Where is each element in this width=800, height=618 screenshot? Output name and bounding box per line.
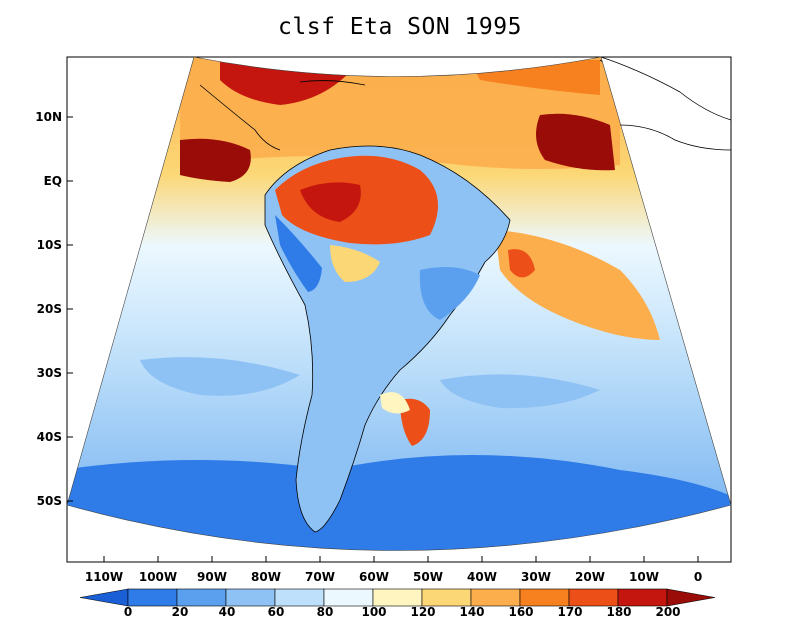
colorbar-tick-label: 20 (172, 605, 189, 618)
colorbar-tick-label: 60 (268, 605, 285, 618)
colorbar-swatch (372, 588, 423, 607)
colorbar-swatch (274, 588, 325, 607)
lon-label: 50W (413, 570, 443, 584)
lat-label: 40S (37, 430, 62, 444)
lon-label: 30W (521, 570, 551, 584)
colorbar-tick-label: 120 (410, 605, 435, 618)
lat-label: 50S (37, 494, 62, 508)
colorbar-swatch (617, 588, 668, 607)
map-title: clsf Eta SON 1995 (278, 14, 522, 40)
lat-label: 10S (37, 238, 62, 252)
lon-label: 110W (85, 570, 123, 584)
colorbar-swatch (127, 588, 178, 607)
lon-label: 70W (305, 570, 335, 584)
colorbar-swatch (519, 588, 570, 607)
colorbar-swatch (323, 588, 374, 607)
colorbar-tick-label: 40 (219, 605, 236, 618)
lat-label: 30S (37, 366, 62, 380)
colorbar-tick-label: 200 (655, 605, 680, 618)
colorbar-tick-label: 80 (317, 605, 334, 618)
colorbar-arrow-low (79, 588, 129, 607)
colorbar-swatch (421, 588, 472, 607)
colorbar-tick-label: 0 (124, 605, 132, 618)
lon-label: 40W (467, 570, 497, 584)
colorbar-tick-label: 170 (557, 605, 582, 618)
colorbar-swatch (225, 588, 276, 607)
lon-label: 90W (197, 570, 227, 584)
africa-coastline (600, 56, 732, 151)
data-field (67, 57, 731, 551)
projection-boundary (66, 56, 732, 551)
colorbar-swatch (568, 588, 619, 607)
colorbar-tick-label: 180 (606, 605, 631, 618)
lon-label: 20W (575, 570, 605, 584)
colorbar-tick-label: 140 (459, 605, 484, 618)
colorbar-arrow-high (666, 588, 716, 607)
lon-label: 80W (251, 570, 281, 584)
lon-label: 0 (694, 570, 702, 584)
colorbar-swatch (470, 588, 521, 607)
lat-label: 20S (37, 302, 62, 316)
lon-label: 60W (359, 570, 389, 584)
lat-axis (67, 116, 73, 502)
colorbar (79, 588, 716, 607)
lat-label: 10N (35, 110, 62, 124)
lon-label: 100W (139, 570, 177, 584)
colorbar-tick-label: 100 (361, 605, 386, 618)
colorbar-swatch (176, 588, 227, 607)
lon-axis (103, 556, 699, 562)
lat-label: EQ (44, 174, 62, 188)
colorbar-tick-label: 160 (508, 605, 533, 618)
lon-label: 10W (629, 570, 659, 584)
